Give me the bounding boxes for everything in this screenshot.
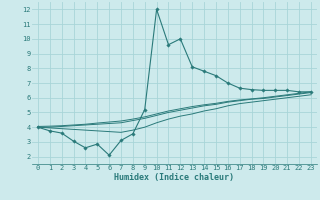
X-axis label: Humidex (Indice chaleur): Humidex (Indice chaleur) xyxy=(115,173,234,182)
